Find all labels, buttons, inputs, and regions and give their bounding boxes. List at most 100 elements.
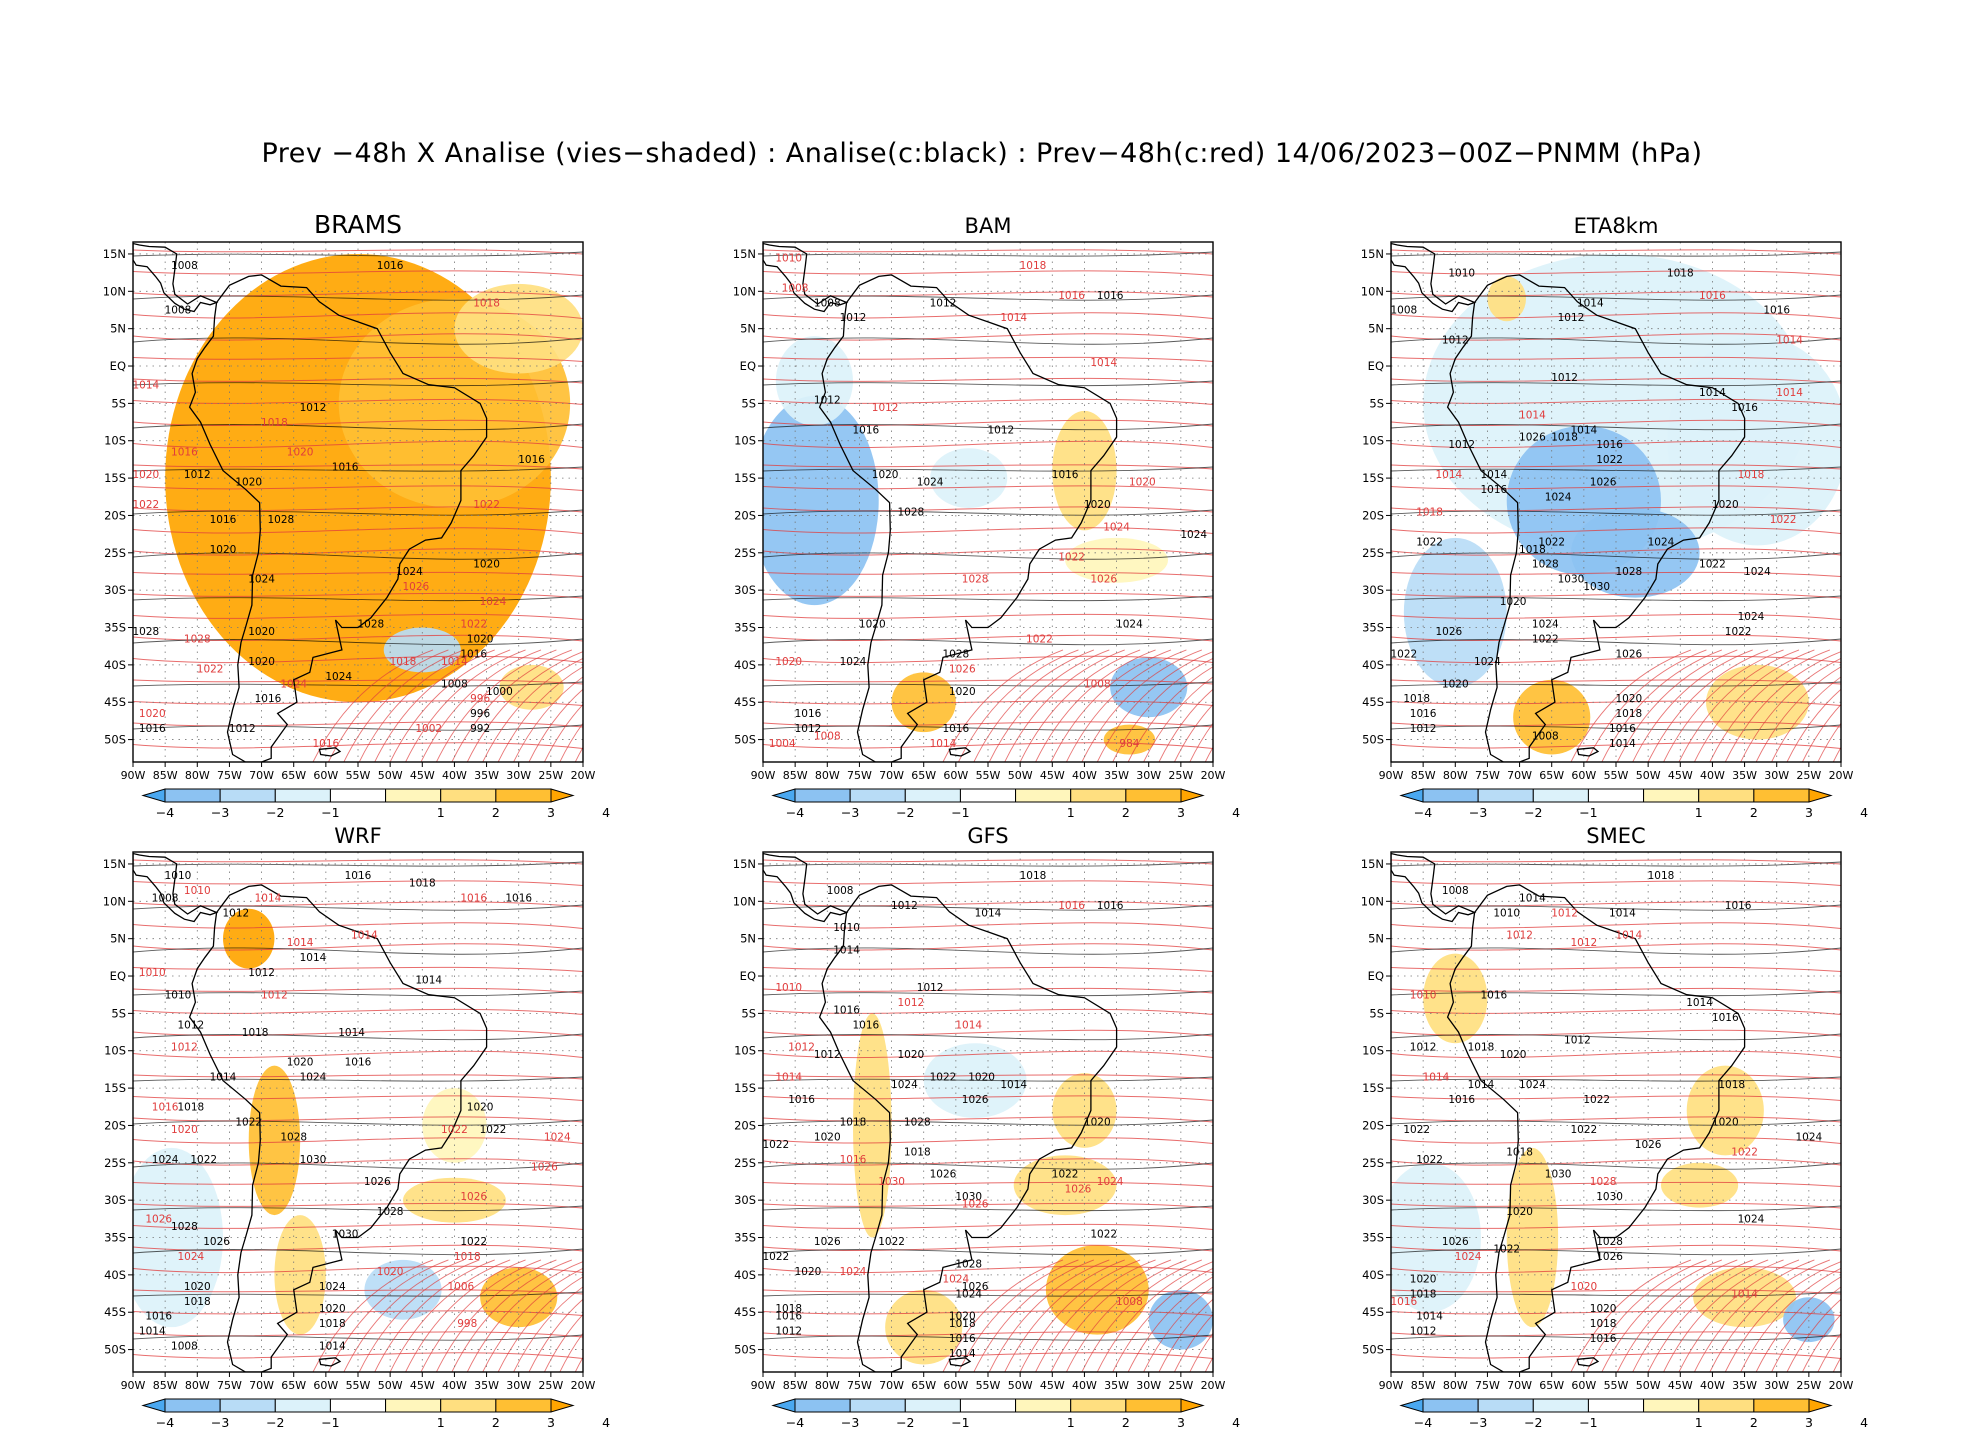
analysis-isobar — [133, 1334, 583, 1341]
isobar-label: 1024 — [942, 1273, 969, 1285]
isobar-label: 1020 — [184, 1281, 211, 1293]
isobar-label: 1010 — [1448, 267, 1475, 279]
isobar-label: 1020 — [1570, 1281, 1597, 1293]
lon-label: 40W — [442, 1379, 467, 1392]
forecast-isobar — [1081, 649, 1203, 762]
forecast-isobar — [1391, 1352, 1841, 1359]
lat-label: 15N — [103, 857, 126, 871]
forecast-isobar — [1391, 571, 1841, 577]
isobar-label: 1022 — [1570, 1124, 1597, 1136]
forecast-isobar — [528, 688, 583, 762]
lon-label: 30W — [506, 1379, 531, 1392]
forecast-isobar — [133, 249, 583, 255]
isobar-label: 1012 — [1551, 907, 1578, 919]
isobar-label: 1024 — [319, 1281, 346, 1293]
isobar-label: 1020 — [949, 1311, 976, 1323]
forecast-isobar — [482, 1267, 583, 1372]
isobar-label: 1014 — [1609, 738, 1636, 750]
forecast-isobar — [1391, 880, 1841, 886]
forecast-isobar — [1771, 1286, 1841, 1372]
bias-shading — [1013, 1155, 1117, 1216]
colorbar-label: 1 — [1067, 1415, 1075, 1430]
forecast-isobar — [133, 377, 583, 384]
isobar-label: 1020 — [1712, 499, 1739, 511]
isobar-label: 1016 — [377, 260, 404, 272]
colorbar-segment — [1643, 788, 1700, 803]
lon-label: 35W — [1104, 1379, 1129, 1392]
isobar-label: 1018 — [1410, 1288, 1437, 1300]
colorbar-label: −1 — [951, 805, 969, 820]
isobar-label: 1016 — [852, 424, 879, 436]
isobar-label: 1024 — [917, 477, 944, 489]
isobar-label: 1020 — [814, 1131, 841, 1143]
forecast-isobar — [1832, 1356, 1841, 1372]
forecast-isobar — [763, 1202, 1213, 1209]
forecast-isobar — [497, 1276, 583, 1372]
isobar-label: 1020 — [1500, 596, 1527, 608]
bias-shading — [499, 664, 564, 710]
colorbar-label: 3 — [1177, 1415, 1185, 1430]
isobar-label: 1012 — [184, 469, 211, 481]
isobar-label: 1018 — [1519, 544, 1546, 556]
isobar-label: 1024 — [177, 1251, 204, 1263]
isobar-label: 998 — [457, 1318, 477, 1330]
isobar-label: 1014 — [775, 1072, 802, 1084]
isobar-label: 1022 — [1731, 1146, 1758, 1158]
lon-label: 50W — [1636, 1379, 1661, 1392]
forecast-isobar — [466, 1261, 583, 1372]
forecast-isobar — [133, 506, 583, 513]
isobar-label: 1016 — [210, 514, 237, 526]
forecast-isobar — [763, 506, 1213, 513]
lat-label: 15S — [734, 471, 756, 485]
forecast-isobar — [389, 649, 511, 762]
isobar-label: 1012 — [1410, 1326, 1437, 1338]
isobar-label: 1012 — [1448, 439, 1475, 451]
forecast-isobar — [1189, 1332, 1213, 1372]
forecast-isobar — [763, 966, 1213, 972]
forecast-isobar — [1616, 649, 1738, 762]
colorbar-label: −2 — [1524, 805, 1542, 820]
isobar-label: 1018 — [1403, 693, 1430, 705]
colorbar-segment — [959, 788, 1017, 803]
analysis-isobar — [763, 1162, 1213, 1170]
forecast-isobar — [1035, 1259, 1156, 1372]
lon-label: 35W — [474, 769, 499, 782]
analysis-isobar — [1391, 380, 1841, 387]
analysis-isobar — [133, 380, 583, 387]
isobar-label: 1008 — [152, 892, 179, 904]
isobar-label: 1022 — [1416, 536, 1443, 548]
forecast-isobar — [312, 1259, 434, 1372]
isobar-label: 1020 — [1500, 1049, 1527, 1061]
lat-label: 25S — [104, 546, 126, 560]
isobar-label: 1012 — [788, 1042, 815, 1054]
colorbar-segment — [1125, 1398, 1182, 1413]
isobar-label: 1014 — [1577, 297, 1604, 309]
isobar-label: 1016 — [345, 1057, 372, 1069]
lat-label: 10N — [1361, 284, 1384, 298]
colorbar-segment — [219, 788, 276, 803]
isobar-label: 1020 — [287, 447, 314, 459]
isobar-label: 1018 — [1020, 260, 1047, 272]
colorbar-label: −1 — [951, 1415, 969, 1430]
isobar-label: 1016 — [1058, 900, 1085, 912]
lat-label: 15N — [1361, 857, 1384, 871]
forecast-isobar — [763, 377, 1213, 384]
lat-label: 30S — [104, 583, 126, 597]
isobar-label: 1022 — [878, 1236, 905, 1248]
forecast-isobar — [133, 655, 583, 664]
isobar-label: 1018 — [177, 1102, 204, 1114]
forecast-isobar — [1391, 333, 1841, 341]
lat-label: 20S — [104, 508, 126, 522]
lat-label: 50S — [734, 1343, 756, 1357]
lat-label: 45S — [104, 695, 126, 709]
lon-label: 30W — [1764, 769, 1789, 782]
isobar-label: 1014 — [210, 1072, 237, 1084]
lon-label: 45W — [1040, 769, 1065, 782]
isobar-label: 1024 — [840, 1266, 867, 1278]
lat-label: 10N — [103, 284, 126, 298]
colorbar-segment — [1587, 1398, 1645, 1413]
forecast-isobar — [1709, 1259, 1831, 1372]
